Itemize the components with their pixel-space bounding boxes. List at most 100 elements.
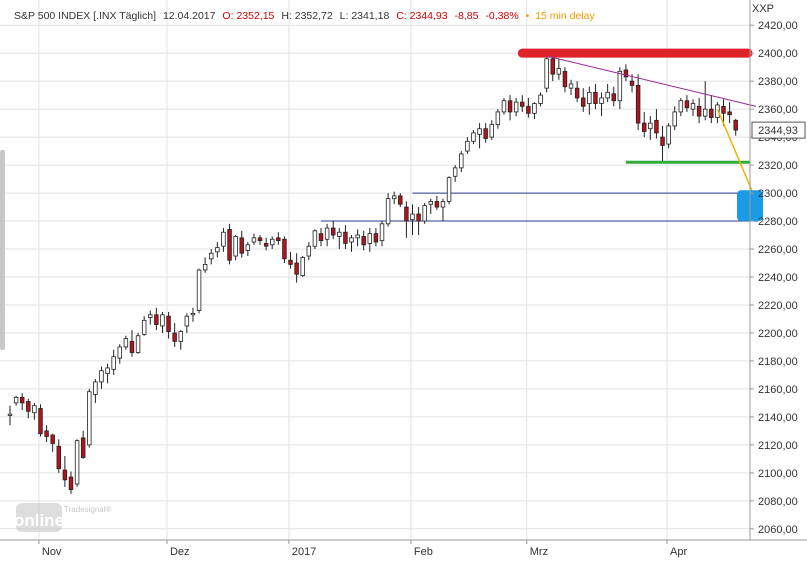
candle-up: [452, 167, 458, 177]
candle-up: [672, 111, 677, 127]
candle-up: [300, 257, 305, 277]
candle-up: [233, 236, 238, 257]
header-change-pct: -0,38%: [485, 10, 518, 22]
candle-up: [489, 124, 494, 138]
candle-down: [434, 201, 440, 208]
candle-down: [550, 58, 555, 75]
candle-up: [532, 103, 537, 114]
y-tick-label: 2400,00: [758, 48, 798, 60]
candle-up: [123, 338, 129, 348]
header-change: -8,85: [455, 10, 479, 22]
logo-badge: [16, 503, 62, 532]
candle-down: [696, 105, 702, 117]
candle-up: [459, 153, 464, 169]
candle-up: [190, 312, 196, 316]
candle-up: [702, 108, 708, 117]
candle-down: [129, 340, 135, 353]
candle-up: [605, 91, 610, 99]
bullet-icon: •: [526, 10, 530, 22]
candle-down: [574, 87, 580, 99]
candle-up: [410, 213, 415, 221]
candle-up: [251, 237, 257, 243]
axis-badge: XXP: [752, 3, 774, 15]
candle-up: [538, 94, 543, 104]
header-high: 2352,72: [295, 10, 333, 22]
y-tick-label: 2320,00: [758, 160, 798, 172]
candle-up: [32, 405, 37, 414]
candle-up: [111, 356, 116, 370]
candle-down: [483, 128, 488, 139]
candle-down: [709, 108, 714, 118]
y-tick-label: 2120,00: [758, 440, 798, 452]
header-low: 2341,18: [351, 10, 389, 22]
candle-down: [526, 105, 531, 114]
candle-up: [184, 315, 190, 327]
candle-down: [404, 206, 409, 222]
y-tick-label: 2200,00: [758, 328, 798, 340]
candle-down: [166, 315, 171, 332]
candle-up: [465, 140, 470, 152]
candle-down: [38, 408, 43, 435]
candle-down: [684, 100, 690, 109]
y-tick-label: 2220,00: [758, 300, 798, 312]
candle-up: [105, 367, 110, 374]
candle-up: [178, 331, 183, 342]
candle-up: [617, 70, 623, 102]
header-open-label: O:: [222, 10, 233, 22]
candle-down: [398, 195, 403, 205]
candle-up: [306, 245, 312, 257]
candle-up: [440, 201, 446, 208]
candle-up: [355, 234, 360, 239]
candle-up: [599, 97, 604, 104]
candle-down: [593, 91, 598, 104]
y-tick-label: 2280,00: [758, 216, 798, 228]
header-close: 2344,93: [410, 10, 448, 22]
x-tick-label: Apr: [670, 546, 687, 558]
candle-down: [19, 396, 25, 404]
y-tick-label: 2100,00: [758, 468, 798, 480]
candle-down: [263, 243, 269, 247]
candle-up: [501, 100, 507, 113]
candle-up: [477, 128, 482, 135]
left-scrollbar[interactable]: [0, 150, 5, 350]
candle-down: [416, 213, 421, 222]
header-date: 12.04.2017: [163, 10, 216, 22]
y-tick-label: 2180,00: [758, 356, 798, 368]
x-tick-label: 2017: [292, 546, 316, 558]
candle-down: [654, 119, 659, 134]
header-close-label: C:: [396, 10, 407, 22]
candle-down: [318, 233, 324, 242]
header-instrument: S&P 500 INDEX [.INX Täglich]: [14, 10, 156, 22]
candle-down: [294, 262, 299, 275]
last-price-box: [751, 121, 806, 139]
candle-up: [87, 391, 92, 446]
candle-up: [117, 346, 123, 359]
candle-up: [556, 68, 562, 75]
candle-down: [733, 119, 738, 131]
tradesignal-logo: online Tradesignal®: [14, 503, 112, 532]
candle-up: [471, 132, 476, 142]
grid: [0, 0, 750, 540]
candle-up: [678, 100, 684, 113]
candle-down: [660, 136, 665, 146]
candle-up: [379, 223, 385, 242]
last-price-tag: 2344,93: [751, 121, 806, 139]
candle-down: [50, 434, 55, 444]
candle-down: [611, 93, 616, 102]
x-axis-ticks: Nov Dez 2017 Feb Mrz Apr: [38, 540, 687, 558]
annotations-back: [321, 192, 758, 222]
candle-down: [44, 430, 49, 437]
candle-down: [68, 476, 74, 491]
candle-up: [209, 252, 214, 260]
y-tick-label: 2420,00: [758, 20, 798, 32]
candle-up: [141, 319, 147, 335]
candle-down: [330, 227, 336, 236]
candle-up: [513, 101, 519, 113]
last-price-label: 2344,93: [758, 125, 798, 137]
candle-up: [196, 269, 202, 311]
candle-down: [361, 236, 366, 246]
y-tick-label: 2240,00: [758, 272, 798, 284]
candle-down: [635, 84, 641, 124]
